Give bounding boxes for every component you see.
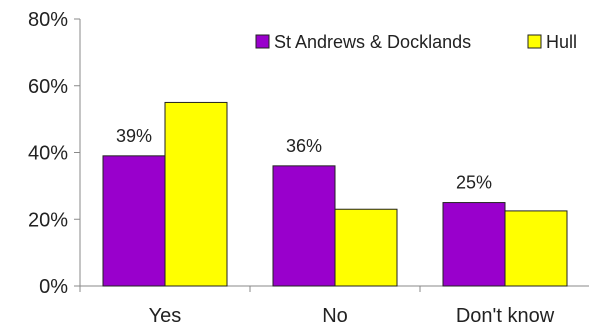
chart-labels: 39% Yes 36% No 25% Don't know — [116, 126, 555, 327]
y-tick-label: 0% — [39, 276, 68, 298]
bar-hull-0 — [164, 101, 228, 287]
bar-hull-2 — [504, 210, 568, 287]
data-label: 39% — [116, 126, 152, 146]
bar-st-andrews-docklands-0 — [102, 155, 166, 287]
chart-legend: St Andrews & Docklands Hull — [255, 32, 577, 52]
data-label: 25% — [456, 173, 492, 193]
x-category-label: Yes — [149, 305, 182, 327]
chart-bars — [102, 101, 568, 287]
legend-label: St Andrews & Docklands — [274, 32, 471, 52]
x-category-label: Don't know — [456, 305, 555, 327]
y-tick-label: 60% — [28, 76, 68, 98]
legend-swatch — [527, 34, 542, 49]
y-tick-label: 80% — [28, 9, 68, 31]
bar-st-andrews-docklands-1 — [272, 165, 336, 287]
legend-swatch — [255, 34, 270, 49]
x-category-label: No — [322, 305, 348, 327]
data-label: 36% — [286, 136, 322, 156]
legend-label: Hull — [546, 32, 577, 52]
y-tick-label: 20% — [28, 209, 68, 231]
bar-hull-1 — [334, 208, 398, 287]
bar-st-andrews-docklands-2 — [442, 202, 506, 287]
y-tick-label: 40% — [28, 143, 68, 165]
